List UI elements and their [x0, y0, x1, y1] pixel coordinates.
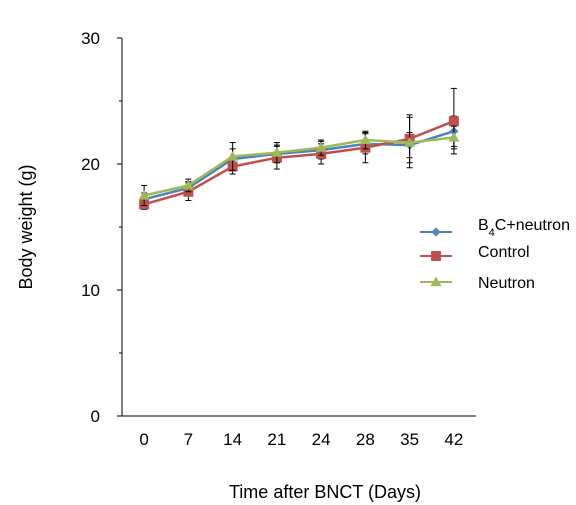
- y-tick-label: 10: [81, 281, 100, 300]
- x-tick-label: 42: [444, 430, 463, 449]
- series-layer: [138, 87, 460, 210]
- y-axis-title: Body weight (g): [16, 164, 36, 289]
- x-tick-label: 28: [356, 430, 375, 449]
- x-tick-label: 7: [184, 430, 193, 449]
- data-point: [227, 150, 239, 161]
- legend-label-control: Control: [478, 244, 530, 261]
- data-point: [315, 142, 327, 152]
- data-point: [404, 137, 416, 147]
- x-tick-label: 0: [139, 430, 148, 449]
- data-point: [448, 116, 459, 127]
- legend-marker-b4c-neutron: [431, 227, 441, 237]
- legend-item-control: Control: [420, 244, 530, 261]
- legend-item-b4c-neutron: B4C+neutron: [420, 217, 570, 239]
- series-line: [143, 136, 455, 197]
- x-axis-title: Time after BNCT (Days): [229, 482, 421, 502]
- legend: B4C+neutron Control Neutron: [420, 217, 570, 292]
- data-point: [359, 134, 371, 145]
- y-tick-label: 20: [81, 155, 100, 174]
- data-point: [138, 190, 150, 200]
- x-tick-label: 21: [267, 430, 286, 449]
- x-tick-label: 35: [400, 430, 419, 449]
- x-tick-label: 14: [223, 430, 242, 449]
- data-point: [182, 179, 194, 190]
- x-tick-label: 24: [312, 430, 331, 449]
- legend-label-b4c-neutron: B4C+neutron: [478, 217, 570, 239]
- series-line: [143, 119, 455, 206]
- y-tick-label: 30: [81, 29, 100, 48]
- legend-label-neutron: Neutron: [478, 275, 535, 292]
- legend-item-neutron: Neutron: [420, 275, 535, 292]
- y-tick-label: 0: [91, 407, 100, 426]
- series-line: [143, 130, 455, 201]
- legend-marker-neutron: [430, 276, 442, 287]
- y-axis-ticks: 0 10 20 30: [81, 29, 122, 426]
- x-axis-ticks: 0 7 14 21 24 28 35 42: [139, 430, 463, 449]
- series-control: [139, 87, 459, 210]
- data-point: [271, 147, 283, 157]
- legend-marker-control: [431, 251, 441, 261]
- data-point: [448, 132, 460, 142]
- series-neutron: [138, 116, 460, 207]
